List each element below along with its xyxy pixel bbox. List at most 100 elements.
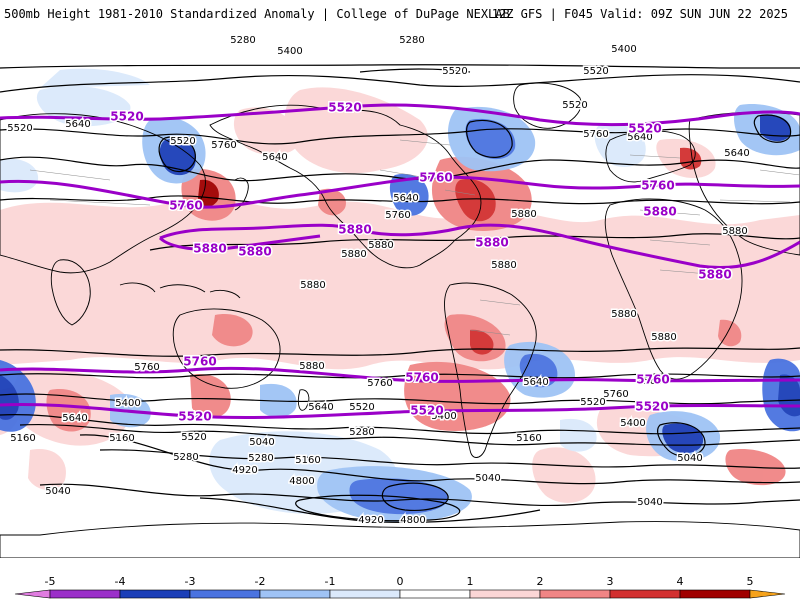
contour-label: 5280 bbox=[349, 427, 374, 438]
colorbar-segment bbox=[14, 589, 51, 599]
contour-label: 5760 bbox=[385, 210, 410, 221]
coastline-greenland bbox=[513, 82, 582, 129]
colorbar-segment bbox=[49, 589, 121, 599]
contour-label: 4920 bbox=[358, 515, 383, 526]
contour-5400-north-pole bbox=[359, 68, 471, 73]
coastline-europe bbox=[605, 130, 696, 183]
contour-5760-south bbox=[0, 373, 800, 379]
colorbar-segments bbox=[14, 589, 786, 599]
coastline-japan bbox=[234, 177, 249, 211]
contour-label: 5880 bbox=[368, 240, 393, 251]
contour-5280-north bbox=[0, 64, 800, 69]
colorbar-segment bbox=[539, 589, 611, 599]
anomaly-map: 5280 5280 5400 5400 5520 5520 5520 5520 5520 5640… bbox=[0, 30, 800, 558]
contour-label: 5520 bbox=[442, 66, 467, 77]
contour-label: 5640 bbox=[724, 148, 749, 159]
contour-closed-south-indian bbox=[657, 422, 706, 457]
highlight-5880-north bbox=[159, 223, 800, 270]
highlight-contour-label: 5520 bbox=[110, 110, 143, 124]
contour-label: 5880 bbox=[651, 332, 676, 343]
highlight-5760-north bbox=[0, 175, 800, 209]
contour-closed-asia bbox=[158, 136, 196, 173]
contour-5160-south bbox=[79, 434, 800, 485]
colorbar-segment bbox=[469, 589, 541, 599]
colorbar-segment bbox=[679, 589, 751, 599]
contour-4800-south bbox=[295, 494, 461, 522]
contour-label: 5040 bbox=[677, 453, 702, 464]
highlight-contour-label: 5760 bbox=[419, 171, 452, 185]
highlight-contour-label: 5520 bbox=[328, 101, 361, 115]
contour-label: 5280 bbox=[230, 35, 255, 46]
contour-label: 5040 bbox=[475, 473, 500, 484]
height-contours bbox=[0, 64, 800, 523]
contour-label: 5760 bbox=[367, 378, 392, 389]
contour-label: 5400 bbox=[431, 411, 456, 422]
highlight-5880-pacific-loop bbox=[158, 234, 321, 252]
colorbar-tick-label: -4 bbox=[115, 575, 126, 588]
colorbar-tick-label: -1 bbox=[325, 575, 336, 588]
colorbar-tick-labels: -5 -4 -3 -2 -1 0 1 2 3 4 5 bbox=[45, 575, 754, 588]
contour-label: 5040 bbox=[249, 437, 274, 448]
contour-label: 5160 bbox=[295, 455, 320, 466]
contour-label: 5760 bbox=[211, 140, 236, 151]
contour-label: 5760 bbox=[583, 129, 608, 140]
continent-outlines bbox=[0, 82, 800, 558]
contour-label: 5040 bbox=[45, 486, 70, 497]
colorbar-segment bbox=[189, 589, 261, 599]
contour-5280-south bbox=[99, 449, 800, 469]
highlight-contour-label: 5880 bbox=[643, 205, 676, 219]
colorbar-segment bbox=[609, 589, 681, 599]
contour-5040-south bbox=[39, 483, 800, 507]
contour-5760-north bbox=[0, 195, 800, 205]
colorbar-segment bbox=[749, 589, 786, 599]
contour-label: 5520 bbox=[7, 123, 32, 134]
contour-label: 5280 bbox=[248, 453, 273, 464]
contour-label: 5160 bbox=[10, 433, 35, 444]
contour-label: 5880 bbox=[300, 280, 325, 291]
coastline-africa bbox=[604, 198, 743, 380]
contour-label: 5400 bbox=[611, 44, 636, 55]
colorbar-tick-label: 2 bbox=[537, 575, 544, 588]
colorbar-tick-label: 4 bbox=[677, 575, 684, 588]
colorbar-tick-label: -2 bbox=[255, 575, 266, 588]
contour-label: 5400 bbox=[620, 418, 645, 429]
highlight-contour-label: 5760 bbox=[183, 355, 216, 369]
highlight-contour-label: 5760 bbox=[405, 371, 438, 385]
highlight-contour-label: 5880 bbox=[475, 236, 508, 250]
contour-label: 5160 bbox=[109, 433, 134, 444]
contour-label: 5400 bbox=[277, 46, 302, 57]
highlight-contour-label: 5880 bbox=[698, 268, 731, 282]
contour-label: 5880 bbox=[197, 244, 222, 255]
contour-label: 5880 bbox=[511, 209, 536, 220]
highlight-5520-south bbox=[0, 402, 800, 419]
colorbar-segment bbox=[259, 589, 331, 599]
contour-5400-north bbox=[0, 74, 800, 93]
contour-label: 5880 bbox=[722, 226, 747, 237]
highlight-contour-label: 5880 bbox=[338, 223, 371, 237]
coastline-north-america bbox=[209, 104, 482, 269]
colorbar-segment bbox=[119, 589, 191, 599]
contour-5520-south bbox=[0, 414, 800, 435]
contour-label: 5880 bbox=[299, 361, 324, 372]
colorbar-tick-label: 1 bbox=[467, 575, 474, 588]
highlight-contour-label: 5880 bbox=[193, 242, 226, 256]
contour-label: 5040 bbox=[637, 497, 662, 508]
contour-label: 5520 bbox=[562, 100, 587, 111]
contour-label: 5280 bbox=[399, 35, 424, 46]
contour-label: 5640 bbox=[65, 119, 90, 130]
coastline-indonesia bbox=[119, 282, 241, 299]
contour-label: 5760 bbox=[134, 362, 159, 373]
contour-label: 4800 bbox=[289, 476, 314, 487]
contour-5640-north bbox=[0, 156, 800, 182]
colorbar: -5 -4 -3 -2 -1 0 1 2 3 4 5 bbox=[14, 575, 786, 599]
contour-label: 5640 bbox=[523, 377, 548, 388]
contour-4920-south bbox=[199, 497, 541, 523]
contour-label: 5760 bbox=[603, 389, 628, 400]
coastline-antarctica bbox=[0, 521, 800, 558]
contour-label: 5160 bbox=[516, 433, 541, 444]
contour-label: 5640 bbox=[308, 402, 333, 413]
contour-label: 5640 bbox=[62, 413, 87, 424]
coastline-asia bbox=[0, 113, 206, 274]
contour-label: 5640 bbox=[627, 132, 652, 143]
contour-5400-south bbox=[19, 423, 800, 446]
